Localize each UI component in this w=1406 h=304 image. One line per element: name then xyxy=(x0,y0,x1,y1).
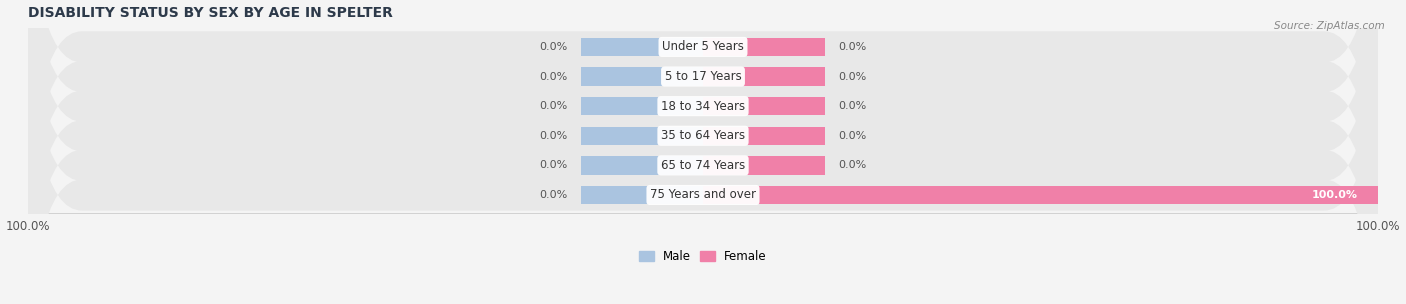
Text: 18 to 34 Years: 18 to 34 Years xyxy=(661,100,745,113)
Text: 0.0%: 0.0% xyxy=(838,161,866,170)
FancyBboxPatch shape xyxy=(28,0,1378,304)
Bar xyxy=(582,156,703,174)
Text: 0.0%: 0.0% xyxy=(838,131,866,141)
Text: 0.0%: 0.0% xyxy=(540,101,568,111)
Bar xyxy=(703,156,824,174)
Bar xyxy=(703,38,824,56)
Bar xyxy=(582,67,703,86)
Bar xyxy=(703,67,824,86)
Bar xyxy=(703,97,824,115)
Text: Source: ZipAtlas.com: Source: ZipAtlas.com xyxy=(1274,21,1385,31)
Text: 0.0%: 0.0% xyxy=(838,71,866,81)
Text: 0.0%: 0.0% xyxy=(838,101,866,111)
FancyBboxPatch shape xyxy=(28,0,1378,304)
Bar xyxy=(582,97,703,115)
Text: 0.0%: 0.0% xyxy=(540,131,568,141)
Text: 0.0%: 0.0% xyxy=(540,190,568,200)
Bar xyxy=(582,186,703,204)
FancyBboxPatch shape xyxy=(28,0,1378,304)
Text: 65 to 74 Years: 65 to 74 Years xyxy=(661,159,745,172)
Text: 100.0%: 100.0% xyxy=(1312,190,1358,200)
FancyBboxPatch shape xyxy=(28,0,1378,268)
Text: 0.0%: 0.0% xyxy=(540,71,568,81)
Bar xyxy=(703,186,1378,204)
FancyBboxPatch shape xyxy=(28,0,1378,304)
Text: 0.0%: 0.0% xyxy=(540,42,568,52)
Text: 5 to 17 Years: 5 to 17 Years xyxy=(665,70,741,83)
Text: 35 to 64 Years: 35 to 64 Years xyxy=(661,129,745,142)
Text: 0.0%: 0.0% xyxy=(540,161,568,170)
Text: 75 Years and over: 75 Years and over xyxy=(650,188,756,202)
Bar xyxy=(703,126,824,145)
Text: DISABILITY STATUS BY SEX BY AGE IN SPELTER: DISABILITY STATUS BY SEX BY AGE IN SPELT… xyxy=(28,5,392,19)
Legend: Male, Female: Male, Female xyxy=(634,246,772,268)
Text: Under 5 Years: Under 5 Years xyxy=(662,40,744,54)
Bar xyxy=(582,38,703,56)
Text: 0.0%: 0.0% xyxy=(838,42,866,52)
FancyBboxPatch shape xyxy=(28,0,1378,298)
Bar xyxy=(582,126,703,145)
